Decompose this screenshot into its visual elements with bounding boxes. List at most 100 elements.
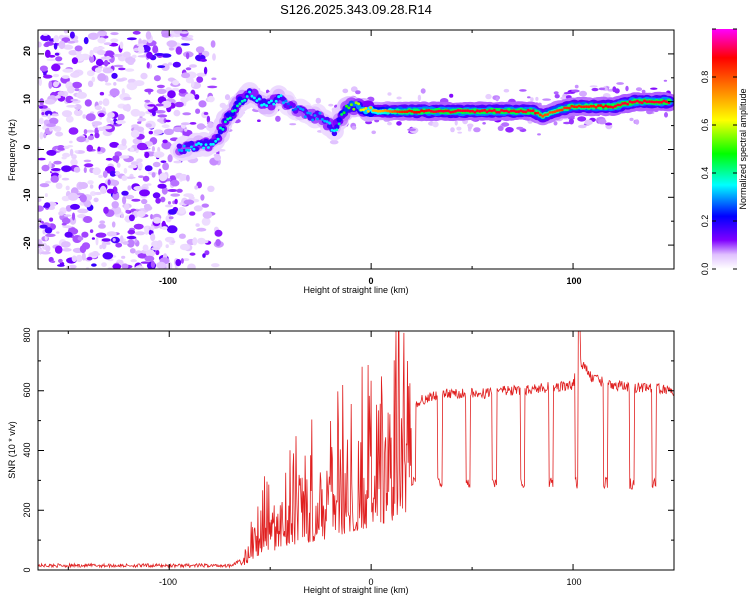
spectrogram-noise-blob — [65, 115, 74, 123]
spectrogram-noise-blob — [172, 80, 180, 86]
spectrogram-halo-blob — [516, 126, 524, 130]
spectrogram-ridge-mark — [611, 105, 615, 109]
spectrogram-noise-blob — [49, 217, 54, 222]
spectrogram-ridge-mark — [306, 111, 310, 115]
spectrogram-noise-blob — [113, 53, 123, 57]
spectrogram-ridge-mark — [643, 99, 646, 103]
spectrogram-ridge-mark — [664, 100, 668, 104]
spectrogram-ridge-mark — [225, 112, 231, 118]
spectrogram-noise-blob — [39, 117, 44, 125]
spectrogram-noise-blob — [99, 91, 105, 96]
spectrogram-noise-blob — [55, 56, 63, 62]
spectrogram-noise-blob — [54, 245, 63, 254]
spectrogram-noise-blob — [165, 244, 169, 249]
spectrogram-noise-blob — [151, 246, 161, 251]
spectrogram-ridge-mark — [655, 100, 659, 104]
spectrogram-noise-blob — [87, 80, 94, 88]
spectrogram-noise-blob — [182, 112, 192, 116]
spectrogram-ridge-mark — [221, 127, 225, 131]
spectrogram-ridge-mark — [633, 100, 637, 104]
spectrogram-noise-blob — [67, 40, 76, 44]
spectrogram-noise-blob — [174, 101, 184, 108]
spectrogram-ridge-mark — [176, 143, 182, 149]
spectrogram-ridge-mark — [243, 98, 247, 102]
spectrogram-ridge-mark — [311, 118, 315, 122]
spectrogram-ridge-mark — [233, 109, 237, 112]
spectrogram-noise-blob — [61, 177, 70, 181]
spectrogram-ridge-mark — [458, 109, 462, 112]
spectrogram-noise-blob — [156, 240, 163, 249]
spectrogram-ridge-mark — [296, 105, 300, 109]
spectrogram-ridge-mark — [507, 110, 511, 114]
spectrogram-halo-blob — [589, 85, 598, 88]
spectrogram-noise-blob — [111, 221, 116, 228]
spectrogram-ridge-mark — [589, 104, 593, 108]
spectrogram-noise-blob — [183, 37, 194, 41]
spectrogram-noise-blob — [151, 146, 155, 152]
spectrogram-noise-blob — [46, 149, 57, 156]
spectrogram-noise-blob — [178, 88, 187, 94]
spectrogram-ridge-mark — [410, 110, 414, 113]
spectrogram-noise-blob — [50, 260, 56, 263]
spectrogram-ridge-mark — [185, 148, 189, 152]
spectrogram-ridge-mark — [219, 126, 222, 130]
spectrogram-noise-blob — [109, 120, 114, 125]
spectrogram-ridge-mark — [439, 109, 443, 113]
snr-x-tick-0: 0 — [368, 577, 373, 587]
spectrogram-noise-blob — [132, 30, 141, 35]
spectrogram-ridge-mark — [315, 117, 319, 121]
spectrogram-noise-blob — [187, 263, 196, 269]
spectrogram-noise-blob — [138, 175, 144, 178]
spectrogram-noise-blob — [161, 63, 170, 71]
spectrogram-ridge-mark — [541, 114, 545, 118]
spectrogram-ridge-mark — [395, 110, 399, 113]
spectrogram-noise-blob — [195, 223, 200, 227]
spectrogram-noise-blob — [162, 139, 168, 144]
spectrogram-noise-blob — [58, 258, 63, 263]
spectrogram-ridge-mark — [488, 109, 491, 113]
spectrogram-ridge-mark — [229, 111, 236, 117]
spectrogram-ridge-mark — [635, 99, 639, 103]
spectrogram-noise-blob — [44, 99, 56, 105]
spectrogram-ridge-mark — [536, 111, 540, 115]
spectrogram-ridge-mark — [337, 122, 341, 126]
spectrogram-noise-blob — [43, 74, 53, 79]
spectrogram-noise-blob — [71, 57, 78, 65]
spectrogram-ridge-mark — [519, 109, 523, 113]
spectrogram-ridge-mark — [206, 146, 210, 149]
spectrogram-halo-blob — [396, 121, 402, 126]
spectrogram-noise-blob — [140, 261, 150, 264]
spectrogram-noise-blob — [83, 37, 89, 45]
spectrogram-noise-blob — [134, 231, 146, 236]
spectrogram-noise-blob — [82, 114, 87, 119]
spectrogram-halo-blob — [537, 133, 541, 136]
spectrogram-noise-blob — [106, 188, 115, 194]
spectrogram-noise-blob — [38, 78, 42, 86]
spectrogram-noise-blob — [97, 151, 103, 155]
spectrogram-noise-blob — [112, 263, 122, 269]
spectrogram-noise-blob — [103, 206, 109, 214]
spectrogram-noise-blob — [133, 80, 145, 87]
spectrogram-noise-blob — [102, 98, 110, 107]
spectrogram-noise-blob — [127, 185, 132, 191]
spectrogram-ridge-mark — [417, 110, 421, 114]
spectrogram-ridge-mark — [199, 143, 203, 146]
spectrogram-noise-blob — [123, 203, 130, 211]
spectrogram-halo-blob — [591, 87, 599, 92]
spectrogram-noise-blob — [97, 73, 107, 82]
spectrogram-noise-blob — [92, 167, 101, 176]
spectrogram-halo-blob — [584, 119, 593, 126]
spectrogram-noise-blob — [44, 49, 51, 58]
spectrogram-halo-blob — [612, 86, 617, 93]
spectrogram-ridge-mark — [216, 137, 220, 141]
spectrogram-ridge-mark — [647, 100, 651, 103]
spectrogram-ridge-mark — [560, 108, 564, 112]
spectrogram-ridge-mark — [325, 120, 329, 123]
spectrogram-ridge-mark — [524, 110, 528, 114]
spectrogram-noise-blob — [180, 122, 191, 126]
spectrogram-ridge-mark — [592, 104, 596, 108]
snr-line — [38, 331, 674, 569]
spectrogram-noise-blob — [83, 159, 92, 163]
spectrogram-noise-blob — [146, 183, 152, 186]
spectrogram-noise-blob — [145, 31, 152, 40]
